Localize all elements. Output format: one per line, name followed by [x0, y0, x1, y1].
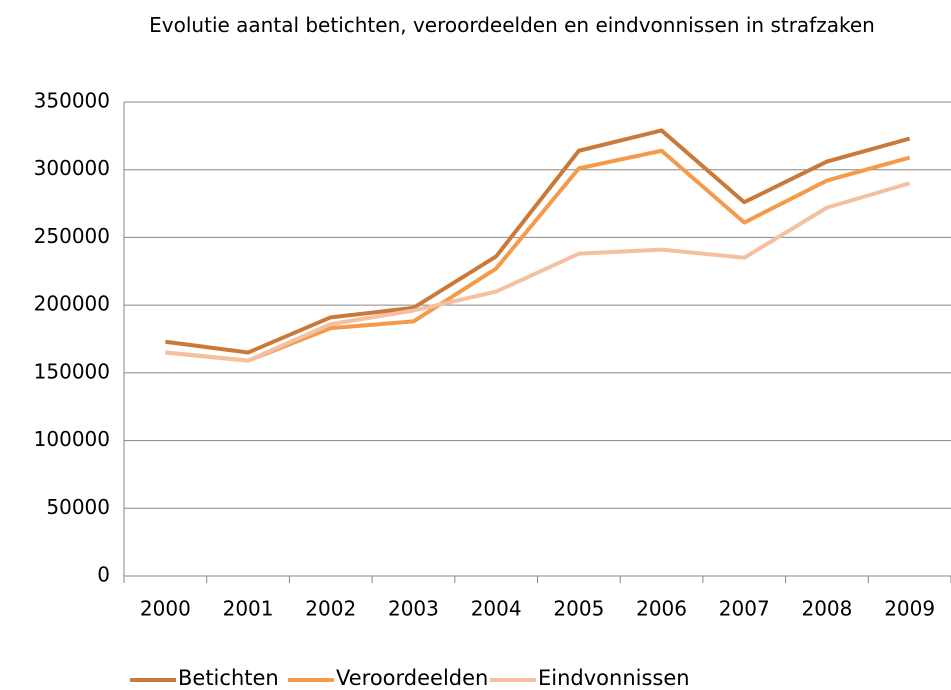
x-tick-label: 2005 [553, 597, 604, 621]
x-tick-label: 2000 [140, 597, 191, 621]
y-tick-label: 200000 [34, 292, 110, 316]
y-tick-label: 0 [97, 563, 110, 587]
series-line [165, 181, 911, 363]
x-tick-label: 2002 [305, 597, 356, 621]
y-tick-label: 50000 [46, 495, 110, 519]
x-tick-label: 2008 [801, 597, 852, 621]
y-tick-label: 350000 [34, 89, 110, 113]
series-line [165, 148, 911, 363]
x-tick-label: 2009 [884, 597, 935, 621]
x-tick-label: 2004 [471, 597, 522, 621]
y-tick-label: 150000 [34, 359, 110, 383]
x-tick-label: 2003 [388, 597, 439, 621]
y-tick-label: 300000 [34, 156, 110, 180]
chart-title: Evolutie aantal betichten, veroordeelden… [149, 13, 875, 37]
x-tick-label: 2006 [636, 597, 687, 621]
legend-label: Veroordeelden [336, 666, 488, 690]
series-line [165, 128, 911, 355]
y-tick-label: 250000 [34, 224, 110, 248]
x-tick-label: 2007 [719, 597, 770, 621]
legend-label: Eindvonnissen [538, 666, 690, 690]
legend-label: Betichten [178, 666, 279, 690]
x-tick-label: 2001 [223, 597, 274, 621]
y-tick-label: 100000 [34, 427, 110, 451]
